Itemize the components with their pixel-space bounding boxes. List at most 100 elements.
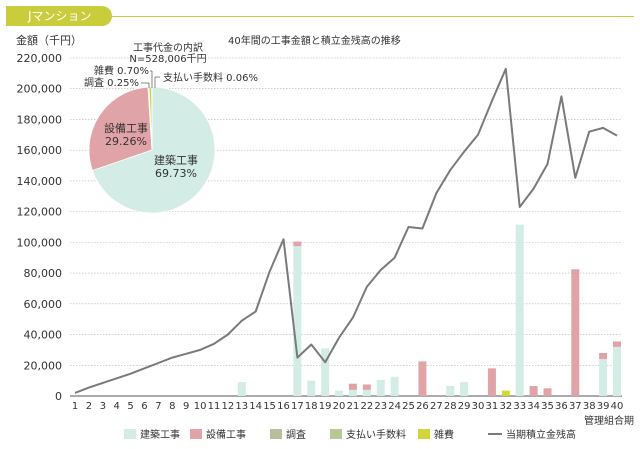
bar-construction <box>293 246 302 396</box>
bar-construction <box>446 386 455 396</box>
bar-construction <box>613 346 621 396</box>
x-tick-label: 39 <box>597 401 610 412</box>
y-tick-label: 220,000 <box>17 52 63 65</box>
x-tick-label: 25 <box>402 401 415 412</box>
x-tick-label: 16 <box>277 401 290 412</box>
x-tick-label: 10 <box>194 401 207 412</box>
x-tick-label: 22 <box>360 401 373 412</box>
legend-swatch <box>330 429 342 439</box>
legend-label: 当期積立金残高 <box>506 428 576 441</box>
bar-construction <box>376 379 385 396</box>
x-tick-label: 36 <box>555 401 568 412</box>
y-tick-label: 120,000 <box>17 206 63 219</box>
x-axis-label: 管理組合期 <box>584 414 634 427</box>
bar-construction <box>335 390 344 396</box>
chart-title: 40年間の工事金額と積立金残高の推移 <box>228 34 401 47</box>
x-tick-label: 26 <box>416 401 429 412</box>
y-tick-label: 0 <box>55 390 62 403</box>
x-tick-label: 30 <box>472 401 485 412</box>
y-tick-label: 40,000 <box>24 329 63 342</box>
y-tick-label: 80,000 <box>24 267 63 280</box>
y-tick-label: 20,000 <box>24 359 63 372</box>
x-tick-label: 21 <box>347 401 360 412</box>
legend-swatch <box>124 429 136 439</box>
bar-equipment <box>418 361 427 396</box>
bars <box>237 224 621 396</box>
bar-construction <box>599 359 608 396</box>
x-tick-label: 7 <box>155 401 161 412</box>
x-tick-label: 17 <box>291 401 304 412</box>
bar-construction <box>460 382 469 396</box>
section-header: Jマンション <box>6 6 634 26</box>
x-tick-label: 13 <box>235 401 248 412</box>
x-tick-label: 14 <box>249 401 262 412</box>
bar-equipment <box>613 341 621 347</box>
legend-label: 調査 <box>286 428 306 441</box>
x-tick-label: 19 <box>319 401 332 412</box>
y-tick-label: 160,000 <box>17 144 63 157</box>
bar-construction <box>307 380 316 396</box>
x-tick-label: 28 <box>444 401 457 412</box>
bar-misc <box>501 390 510 396</box>
legend-swatch <box>190 429 202 439</box>
pie-subtitle: N=528,006千円 <box>129 53 206 65</box>
bar-equipment <box>529 386 538 396</box>
y-axis-ticks: 0 20,000 40,000 60,000 80,000 100,000 120,000 1… <box>17 52 63 403</box>
x-tick-label: 5 <box>127 401 133 412</box>
bar-construction <box>348 389 357 396</box>
y-tick-label: 60,000 <box>24 298 63 311</box>
pie-label-outside: 調査 0.25% <box>84 76 139 89</box>
x-tick-label: 20 <box>333 401 346 412</box>
x-tick-label: 8 <box>169 401 175 412</box>
legend-swatch <box>418 429 430 439</box>
pie-label-outside: 支払い手数料 0.06% <box>163 71 258 84</box>
x-tick-label: 9 <box>183 401 189 412</box>
pie-value: 69.73% <box>155 167 197 180</box>
bar-equipment <box>362 384 371 390</box>
x-tick-label: 1 <box>72 401 78 412</box>
x-tick-label: 18 <box>305 401 318 412</box>
y-tick-label: 100,000 <box>17 236 63 249</box>
x-tick-label: 38 <box>583 401 596 412</box>
y-tick-label: 140,000 <box>17 175 63 188</box>
y-tick-label: 180,000 <box>17 113 63 126</box>
legend-label: 支払い手数料 <box>346 428 406 441</box>
x-tick-label: 3 <box>100 401 106 412</box>
bar-construction <box>515 224 524 396</box>
pie-slice <box>91 86 216 214</box>
legend-label: 雑費 <box>434 428 454 441</box>
x-axis-ticks: 1 2 3 4 5 6 7 8 9 10 11 12 13 14 15 16 17 18 19 20 21 22 23 24 2… <box>72 401 624 412</box>
balance-line <box>74 67 618 394</box>
x-tick-label: 24 <box>388 401 401 412</box>
pie-label-outside: 雑費 0.70% <box>94 64 149 77</box>
header-rule <box>112 16 634 17</box>
x-tick-label: 34 <box>527 401 540 412</box>
legend-label: 設備工事 <box>206 428 246 441</box>
bar-construction <box>321 348 330 396</box>
x-tick-label: 2 <box>86 401 92 412</box>
pie-label: 設備工事 <box>104 121 148 135</box>
pie-slice <box>88 86 153 171</box>
x-tick-label: 15 <box>263 401 276 412</box>
bar-construction <box>362 389 371 396</box>
x-tick-label: 37 <box>569 401 582 412</box>
bar-equipment <box>348 383 357 390</box>
x-tick-label: 33 <box>513 401 526 412</box>
x-tick-label: 40 <box>611 401 624 412</box>
x-tick-label: 4 <box>114 401 120 412</box>
y-tick-label: 200,000 <box>17 83 63 96</box>
x-tick-label: 12 <box>222 401 235 412</box>
bar-equipment <box>571 269 580 396</box>
x-tick-label: 31 <box>486 401 499 412</box>
y-axis-label: 金額（千円） <box>16 33 82 47</box>
bar-equipment <box>543 388 552 396</box>
bar-equipment <box>487 368 496 396</box>
bar-equipment <box>599 352 608 360</box>
bar-construction <box>237 382 246 396</box>
legend-swatch <box>270 429 282 439</box>
pie-label: 建築工事 <box>154 153 198 167</box>
bar-equipment <box>293 241 302 247</box>
x-tick-label: 11 <box>208 401 221 412</box>
